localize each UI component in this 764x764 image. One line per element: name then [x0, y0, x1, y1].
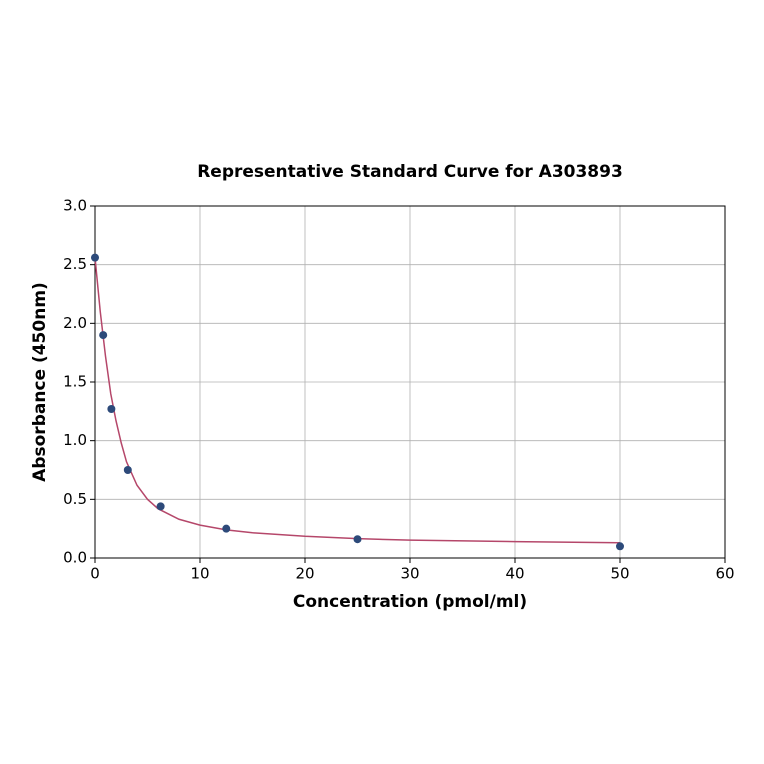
data-point [616, 542, 624, 551]
data-point [156, 502, 165, 511]
data-point [353, 535, 362, 544]
y-tick-label: 2.0 [63, 314, 87, 332]
data-point [91, 253, 99, 262]
x-tick-label: 40 [505, 565, 524, 583]
y-tick-label: 0.5 [63, 490, 87, 508]
x-tick-label: 0 [90, 565, 100, 583]
x-tick-label: 30 [400, 565, 419, 583]
fit-curve [94, 257, 621, 544]
y-tick-label: 1.0 [63, 431, 87, 449]
data-point [107, 404, 116, 413]
y-tick-label: 0.0 [63, 549, 87, 567]
plot-frame [94, 205, 726, 559]
chart-title: Representative Standard Curve for A30389… [197, 162, 623, 182]
data-point [99, 331, 108, 340]
y-tick-label: 1.5 [63, 373, 87, 391]
x-axis-label: Concentration (pmol/ml) [293, 592, 527, 612]
y-tick-label: 3.0 [63, 197, 87, 215]
x-tick-label: 20 [295, 565, 314, 583]
data-point [222, 524, 231, 533]
data-point [123, 466, 132, 474]
x-tick-label: 60 [715, 565, 734, 583]
x-tick-label: 50 [610, 565, 629, 583]
y-axis-label: Absorbance (450nm) [30, 282, 50, 482]
y-tick-label: 2.5 [63, 255, 87, 273]
x-tick-label: 10 [190, 565, 209, 583]
